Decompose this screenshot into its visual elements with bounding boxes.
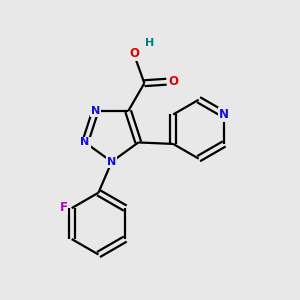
Text: N: N [80,137,90,147]
Text: N: N [107,157,116,167]
Text: N: N [219,108,229,121]
Text: F: F [59,201,68,214]
Text: O: O [130,47,140,60]
Text: N: N [91,106,100,116]
Text: H: H [145,38,154,48]
Text: O: O [168,75,178,88]
